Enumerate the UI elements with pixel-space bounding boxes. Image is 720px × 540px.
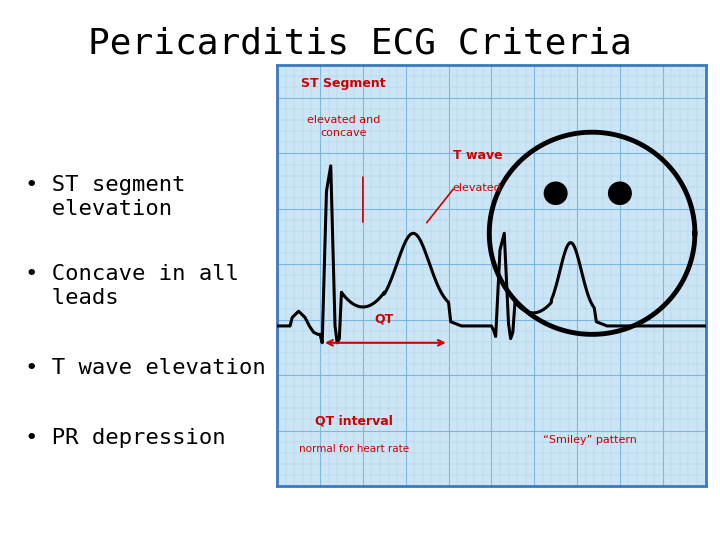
Polygon shape [544, 181, 567, 205]
Polygon shape [608, 181, 632, 205]
Text: T wave: T wave [453, 149, 503, 162]
Text: elevated: elevated [453, 183, 502, 193]
Text: “Smiley” pattern: “Smiley” pattern [543, 435, 637, 445]
Text: • Concave in all
  leads: • Concave in all leads [24, 265, 239, 308]
Text: ST Segment: ST Segment [301, 77, 386, 90]
Text: • T wave elevation: • T wave elevation [24, 357, 266, 377]
Text: • PR depression: • PR depression [24, 428, 225, 448]
Text: normal for heart rate: normal for heart rate [300, 444, 410, 454]
Text: Pericarditis ECG Criteria: Pericarditis ECG Criteria [88, 27, 632, 61]
Text: elevated and
concave: elevated and concave [307, 116, 380, 138]
Text: QT: QT [374, 313, 394, 326]
Text: QT interval: QT interval [315, 414, 393, 427]
Text: • ST segment
  elevation: • ST segment elevation [24, 175, 185, 219]
